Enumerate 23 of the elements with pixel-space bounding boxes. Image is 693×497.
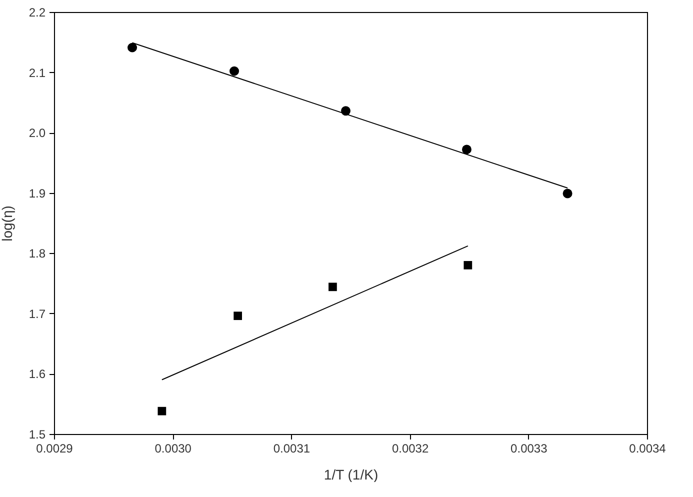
x-tick-label: 0.0032 bbox=[392, 442, 429, 456]
point bbox=[128, 42, 138, 52]
point bbox=[464, 261, 472, 270]
y-tick-label: 1.6 bbox=[28, 367, 46, 382]
point bbox=[230, 66, 240, 76]
x-tick-label: 0.0033 bbox=[510, 442, 548, 456]
point bbox=[234, 312, 242, 320]
y-axis-title: log(η) bbox=[0, 206, 15, 242]
point bbox=[562, 188, 572, 198]
point bbox=[158, 406, 166, 416]
y-tick-label: 1.7 bbox=[28, 306, 46, 321]
x-tick-label: 0.0034 bbox=[629, 442, 666, 456]
y-tick-label: 2.2 bbox=[28, 6, 46, 20]
point bbox=[328, 282, 337, 292]
y-tick-label: 1.9 bbox=[28, 186, 46, 200]
point bbox=[462, 144, 472, 154]
x-tick-label: 0.0030 bbox=[154, 442, 192, 456]
x-tick-label: 0.0029 bbox=[36, 442, 74, 456]
x-tick-label: 0.0031 bbox=[273, 442, 310, 456]
y-tick-label: 2.1 bbox=[28, 66, 46, 80]
y-tick-label: 1.5 bbox=[28, 428, 46, 442]
y-tick-label: 2.0 bbox=[28, 126, 46, 140]
y-tick-label: 1.8 bbox=[28, 246, 46, 261]
